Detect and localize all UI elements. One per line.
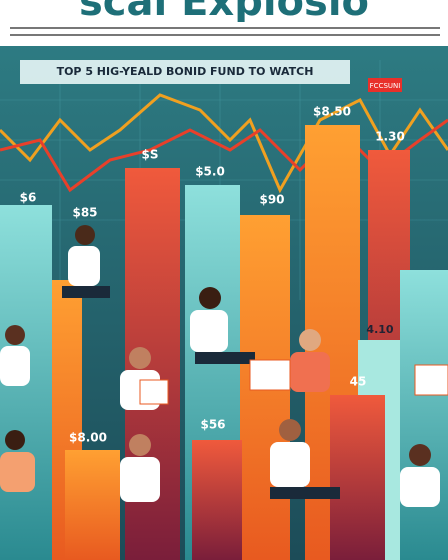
value-labels: $6 $85 $S $5.0 $90 $8.50 1.30 4.10 45 $8…: [20, 105, 405, 445]
trend-line: [0, 93, 448, 194]
value-label: 45: [350, 375, 367, 389]
value-label: $8.00: [69, 431, 107, 445]
fine-print: [10, 27, 440, 36]
value-label: 1.30: [375, 130, 405, 144]
value-label: $6: [20, 191, 37, 205]
value-label: $85: [72, 206, 97, 220]
value-label: $56: [200, 418, 225, 432]
header-title: scal Explosio: [79, 0, 369, 25]
banner: TOP 5 HIG-YEALD BONID FUND TO WATCH: [57, 65, 314, 78]
value-label: $5.0: [195, 165, 225, 179]
value-label: $90: [259, 193, 284, 207]
people: [0, 225, 448, 507]
value-label: $S: [142, 148, 159, 162]
banner-box: [20, 60, 350, 84]
tag: FCCSUNI: [370, 82, 401, 90]
value-label: $8.50: [313, 105, 351, 119]
value-label: 4.10: [366, 323, 393, 336]
tag-box: [368, 78, 402, 92]
